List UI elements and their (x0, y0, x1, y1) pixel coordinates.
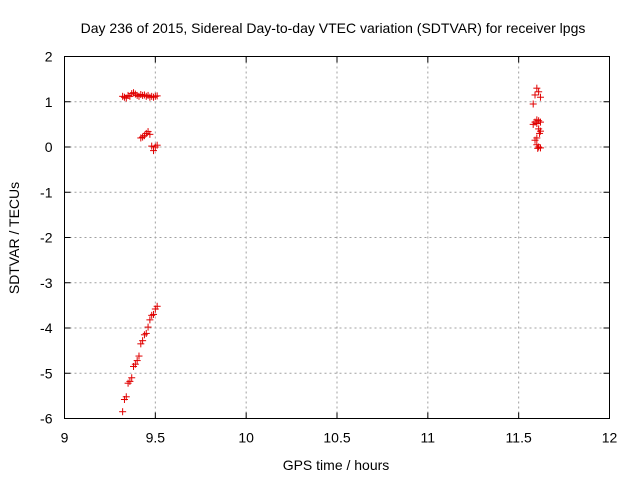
data-point (535, 88, 543, 96)
x-tick-label: 11 (421, 430, 436, 446)
grid-lines (64, 56, 610, 419)
y-tick-label: 2 (45, 49, 53, 65)
data-point (119, 92, 127, 100)
data-point (135, 352, 143, 360)
x-tick-label: 10.5 (323, 430, 350, 446)
data-point (529, 100, 537, 108)
data-point (533, 134, 541, 142)
data-point (124, 379, 132, 387)
x-tick-label: 10 (238, 430, 254, 446)
x-tick-labels: 9 9.5 10 10.5 11 11.5 12 (61, 430, 618, 446)
y-tick-label: -4 (40, 320, 53, 336)
y-tick-label: 0 (45, 139, 53, 155)
y-tick-label: -6 (40, 411, 53, 427)
y-axis-label: SDTVAR / TECUs (6, 182, 22, 294)
plot-frame (64, 56, 610, 419)
data-point (119, 408, 127, 416)
data-point (126, 377, 134, 385)
data-point (139, 133, 147, 141)
data-point (135, 92, 143, 100)
data-point (146, 130, 154, 138)
data-point (137, 134, 145, 142)
data-point (120, 93, 128, 101)
data-point (150, 93, 158, 101)
data-point (151, 143, 159, 151)
data-point (536, 118, 544, 126)
data-point (122, 393, 130, 401)
data-point (148, 142, 156, 150)
data-point (150, 147, 158, 155)
data-point (536, 129, 544, 137)
data-point (536, 93, 544, 101)
y-tick-label: -1 (40, 184, 53, 200)
data-point (153, 302, 161, 310)
chart-title: Day 236 of 2015, Sidereal Day-to-day VTE… (81, 20, 586, 36)
data-point (535, 143, 543, 151)
y-tick-label: -2 (40, 230, 53, 246)
x-tick-label: 9.5 (146, 430, 166, 446)
data-point (128, 374, 136, 382)
data-point (131, 360, 139, 368)
data-point (142, 329, 150, 337)
x-tick-label: 12 (602, 430, 618, 446)
data-point (140, 331, 148, 339)
y-tick-label: 1 (45, 94, 53, 110)
data-point (534, 144, 542, 152)
y-tick-label: -3 (40, 275, 53, 291)
y-tick-labels: -6 -5 -4 -3 -2 -1 0 1 2 (40, 49, 53, 427)
data-point (144, 91, 152, 99)
x-axis-label: GPS time / hours (283, 457, 390, 473)
data-point (533, 119, 541, 127)
data-point (130, 89, 138, 97)
data-points (119, 84, 544, 416)
data-point (146, 316, 154, 324)
data-point (144, 323, 152, 331)
x-tick-label: 9 (61, 430, 69, 446)
data-point (153, 92, 161, 100)
data-point (531, 91, 539, 99)
data-point (137, 340, 145, 348)
y-tick-label: -5 (40, 365, 53, 381)
data-point (150, 310, 158, 318)
data-point (533, 84, 541, 92)
data-point (142, 129, 150, 137)
data-point (148, 311, 156, 319)
data-point (124, 91, 132, 99)
data-point (139, 337, 147, 345)
data-point (153, 141, 161, 149)
x-tick-label: 11.5 (506, 430, 532, 446)
data-point (133, 357, 141, 365)
